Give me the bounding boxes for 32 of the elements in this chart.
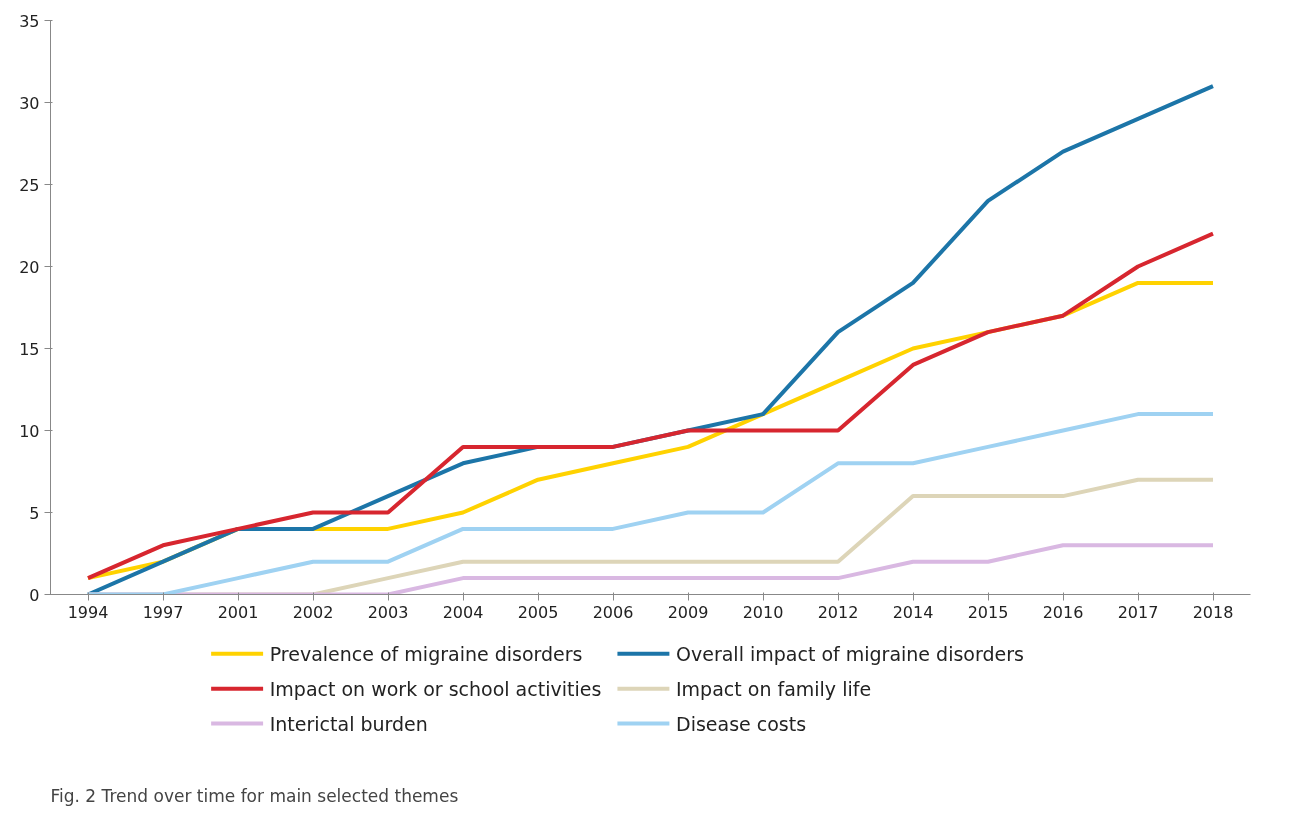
y-tick-label: 30: [19, 93, 40, 113]
y-tick-label: 5: [29, 503, 40, 523]
y-tick-label: 20: [19, 257, 40, 277]
y-tick-label: 25: [19, 175, 40, 195]
x-tick-label: 2012: [817, 602, 859, 622]
x-tick-label: 2005: [517, 602, 559, 622]
x-tick-label: 2002: [292, 602, 334, 622]
legend-label: Overall impact of migraine disorders: [676, 642, 1024, 665]
legend-label: Prevalence of migraine disorders: [269, 642, 583, 665]
y-tick-label: 10: [19, 421, 40, 441]
x-tick-label: 2017: [1117, 602, 1159, 622]
caption: Fig. 2 Trend over time for main selected themes: [50, 785, 459, 806]
legend-label: Interictal burden: [269, 712, 428, 735]
x-tick-label: 2010: [742, 602, 784, 622]
x-tick-label: 2006: [592, 602, 634, 622]
legend-label: Impact on family life: [676, 677, 872, 700]
x-tick-label: 2016: [1042, 602, 1084, 622]
line-series: [86, 412, 1215, 595]
x-tick-label: 1997: [142, 602, 184, 622]
x-tick-label: 1994: [67, 602, 109, 622]
legend-label: Disease costs: [676, 712, 807, 735]
x-tick-label: 2001: [217, 602, 259, 622]
x-tick-label: 2003: [367, 602, 409, 622]
y-tick-label: 0: [29, 585, 40, 605]
x-tick-label: 2014: [892, 602, 934, 622]
x-tick-label: 2018: [1192, 602, 1234, 622]
x-tick-label: 2009: [667, 602, 709, 622]
y-tick-label: 35: [19, 11, 40, 31]
y-tick-label: 15: [19, 339, 40, 359]
x-tick-label: 2015: [967, 602, 1009, 622]
legend-label: Impact on work or school activities: [269, 677, 602, 700]
x-tick-label: 2004: [442, 602, 484, 622]
